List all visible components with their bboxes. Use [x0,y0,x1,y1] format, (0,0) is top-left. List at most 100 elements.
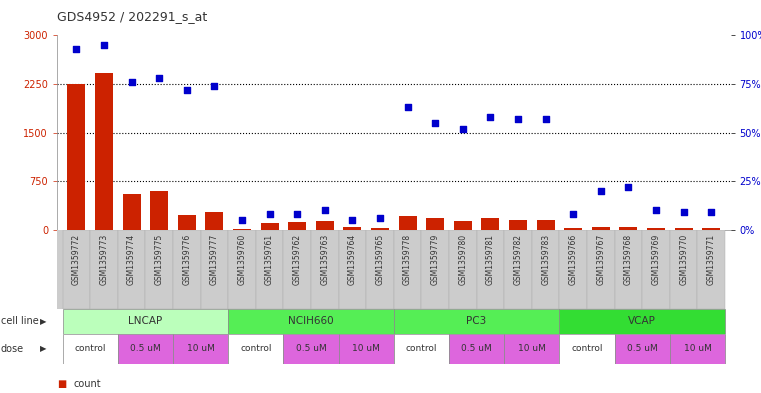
Bar [642,230,670,309]
Text: GSM1359780: GSM1359780 [458,234,467,285]
Bar [449,230,476,309]
Text: GSM1359777: GSM1359777 [210,234,219,285]
Text: GSM1359761: GSM1359761 [265,234,274,285]
Bar [256,230,283,309]
Text: 10 uM: 10 uM [186,344,215,353]
Bar [394,230,422,309]
Text: GSM1359764: GSM1359764 [348,234,357,285]
Bar [288,222,306,230]
Bar [339,334,394,364]
Text: PC3: PC3 [466,316,487,326]
Text: GSM1359768: GSM1359768 [624,234,633,285]
Text: control: control [406,344,437,353]
Text: GSM1359774: GSM1359774 [127,234,136,285]
Bar [482,218,499,230]
Text: cell line: cell line [1,316,39,326]
Point [540,116,552,122]
Text: GSM1359771: GSM1359771 [707,234,716,285]
Bar [476,230,505,309]
Bar [394,309,559,334]
Text: count: count [74,379,101,389]
Text: 0.5 uM: 0.5 uM [461,344,492,353]
Point [650,207,662,213]
Point [291,211,304,217]
Bar [233,229,251,230]
Bar [205,212,224,230]
Text: GSM1359776: GSM1359776 [183,234,191,285]
Text: GSM1359779: GSM1359779 [431,234,440,285]
Point [180,87,193,93]
Bar [422,230,449,309]
Point [263,211,275,217]
Bar [339,230,366,309]
Text: 10 uM: 10 uM [352,344,380,353]
Text: GSM1359760: GSM1359760 [237,234,247,285]
Bar [587,230,615,309]
Text: NCIH660: NCIH660 [288,316,334,326]
Text: GSM1359773: GSM1359773 [100,234,109,285]
Text: 0.5 uM: 0.5 uM [295,344,326,353]
Text: GSM1359782: GSM1359782 [514,234,523,285]
Bar [173,230,201,309]
Text: GDS4952 / 202291_s_at: GDS4952 / 202291_s_at [57,10,207,23]
Bar [399,216,416,230]
Bar [228,230,256,309]
Bar [670,230,697,309]
Text: GSM1359772: GSM1359772 [72,234,81,285]
Text: GSM1359769: GSM1359769 [651,234,661,285]
Text: GSM1359767: GSM1359767 [597,234,605,285]
Text: GSM1359775: GSM1359775 [154,234,164,285]
Text: 0.5 uM: 0.5 uM [130,344,161,353]
Bar [615,230,642,309]
Bar [532,230,559,309]
Text: GSM1359781: GSM1359781 [486,234,495,285]
Bar [537,220,555,230]
Text: 10 uM: 10 uM [518,344,546,353]
Text: LNCAP: LNCAP [129,316,163,326]
Point [622,184,635,190]
Point [677,209,689,215]
Text: GSM1359766: GSM1359766 [568,234,578,285]
Bar [449,334,505,364]
Point [512,116,524,122]
Point [484,114,496,120]
Bar [201,230,228,309]
Text: ▶: ▶ [40,317,46,326]
Bar [283,230,311,309]
Point [429,120,441,126]
Point [595,188,607,194]
Point [567,211,579,217]
Text: GSM1359763: GSM1359763 [320,234,330,285]
Text: GSM1359762: GSM1359762 [293,234,301,285]
Point [402,104,414,110]
Point [457,126,469,132]
Bar [228,334,283,364]
Text: 10 uM: 10 uM [683,344,712,353]
Bar [62,309,228,334]
Bar [426,218,444,230]
Text: VCAP: VCAP [629,316,656,326]
Bar [454,221,472,230]
Bar [118,230,145,309]
Bar [228,309,394,334]
Text: GSM1359765: GSM1359765 [375,234,384,285]
Point [70,46,82,52]
Point [346,217,358,223]
Bar [68,84,85,230]
Bar [559,309,725,334]
Bar [619,227,638,230]
Bar [697,230,725,309]
Bar [670,334,725,364]
Bar [178,215,196,230]
Bar [95,73,113,230]
Bar [505,230,532,309]
Text: GSM1359783: GSM1359783 [541,234,550,285]
Point [153,75,165,81]
Bar [123,194,141,230]
Bar [366,230,394,309]
Bar [343,227,361,230]
Point [209,83,221,89]
Text: ■: ■ [57,379,66,389]
Bar [173,334,228,364]
Bar [592,227,610,230]
